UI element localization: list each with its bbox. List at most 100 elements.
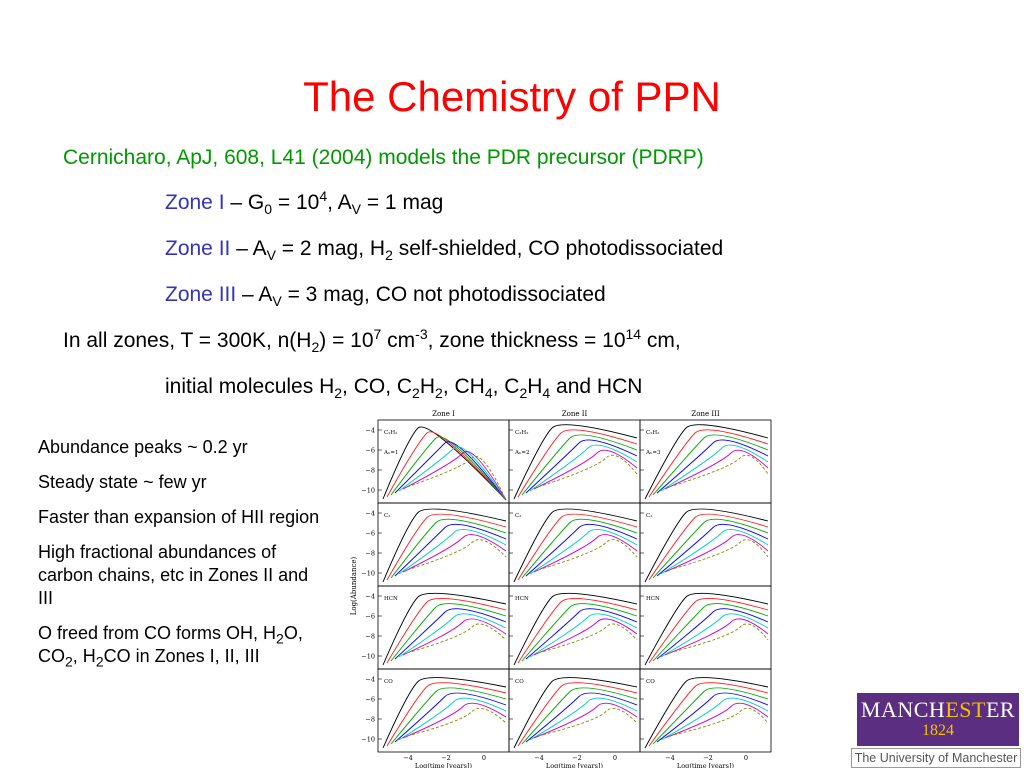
abundance-curve [382,677,507,749]
y-tick-label: −6 [365,696,375,704]
text: , CH [442,375,485,398]
text: , CO, C [342,375,413,398]
text: CO in Zones I, II, III [103,646,260,666]
panel-column-title: Zone II [562,410,588,418]
abundance-curve [533,534,638,573]
abundance-curve [390,436,507,501]
panel-column-title: Zone I [432,410,455,418]
subscript: 2 [95,653,104,670]
abundance-figure: Zone I Zone II Zone III Log(Abundance) −4 −6 −… [350,410,772,768]
subscript: V [351,201,361,218]
abundance-curve [521,603,638,662]
x-tick-label: −4 [665,754,675,762]
y-tick-label: −6 [365,447,375,455]
text: In all zones, T = 300K, n(H [63,329,312,352]
text: cm, [641,329,681,352]
slide-title: The Chemistry of PPN [303,73,721,120]
zone-3-line: Zone III – AV = 3 mag, CO not photodisso… [165,282,606,308]
x-axis-label: Log(time [years]) [677,762,735,768]
x-tick-label: −4 [534,754,544,762]
species-label: C₂H₂ [384,430,397,436]
abundance-curve [525,523,638,577]
text: O, CO [38,623,303,666]
text: self-shielded, CO photodissociated [392,237,724,260]
citation-line: Cernicharo, ApJ, 608, L41 (2004) models … [63,146,704,169]
abundance-curve [513,592,638,666]
subscript: 4 [484,385,493,402]
abundance-curve [517,429,638,498]
abundance-curve [529,697,638,741]
y-tick-label: −4 [365,676,375,684]
zone-3-label: Zone III [165,283,237,306]
abundance-curve [394,523,507,577]
logo-wordmark: MANCHESTER [857,697,1019,723]
abundance-curve [513,424,638,500]
subscript: 2 [519,385,528,402]
text: H [419,375,436,398]
abundance-curve [648,597,769,664]
abundance-curve [521,518,638,579]
text: and HCN [550,375,643,398]
y-tick-label: −10 [361,653,375,661]
text: cm [381,329,416,352]
abundance-curve [386,682,507,747]
superscript: 14 [625,326,642,342]
abundance-curve [668,539,769,571]
text: – A [230,237,267,260]
species-label: HCN [646,596,660,602]
species-label: CO [384,679,393,685]
abundance-curve [668,623,769,654]
species-label: CO [515,679,524,685]
abundance-curve [529,613,638,658]
abundance-curve [517,597,638,664]
subscript: 2 [435,385,443,402]
species-label: C₂H₂ [646,430,659,436]
all-zones-line: In all zones, T = 300K, n(H2) = 107 cm-3… [63,326,681,356]
x-tick-label: −4 [403,754,413,762]
x-axis-label: Log(time [years]) [415,762,473,768]
x-tick-label: −2 [441,754,451,762]
bullet-item: Faster than expansion of HII region [38,507,320,527]
abundance-curve [386,598,507,664]
abundance-curve [517,682,638,747]
abundance-curve [533,618,638,656]
abundance-curve [521,687,638,745]
abundance-curve [402,534,507,573]
species-label: HCN [515,596,529,602]
abundance-curve [652,687,769,745]
subscript: 2 [311,339,320,356]
abundance-curve [529,529,638,575]
university-logo: MANCHESTER 1824 The University of Manche… [851,693,1021,768]
logo-year: 1824 [922,722,954,739]
text: = 3 mag, CO not photodissociated [281,283,606,306]
abundance-curve [660,529,769,575]
text: , zone thickness = 10 [427,329,626,352]
text: MANCH [860,697,946,722]
zone-1-line: Zone I – G0 = 104, AV = 1 mag [165,188,443,218]
bullet-item: O freed from CO forms OH, H2O, CO2, H2CO… [38,622,328,670]
abundance-curve [406,623,507,654]
x-tick-label: 0 [744,754,748,762]
abundance-curve [648,513,769,581]
abundance-curve [394,692,507,743]
species-label: C₂ [646,513,652,519]
abundance-curve [402,451,507,501]
y-tick-label: −4 [365,593,375,601]
abundance-curve [648,429,769,498]
x-tick-label: −2 [703,754,713,762]
y-tick-label: −6 [365,530,375,538]
abundance-curve [525,692,638,743]
abundance-curve [648,682,769,747]
text: , C [492,375,520,398]
x-axis-label: Log(time [years]) [546,762,604,768]
panel-frame [639,668,772,753]
abundance-curve [386,513,507,581]
abundance-curve [644,592,769,666]
text: initial molecules H [165,375,335,398]
species-label: C₂ [515,513,521,519]
abundance-curve [521,434,638,496]
superscript: 4 [319,188,328,204]
y-tick-label: −8 [365,550,375,558]
abundance-curve [398,613,507,658]
abundance-curve [390,603,507,662]
